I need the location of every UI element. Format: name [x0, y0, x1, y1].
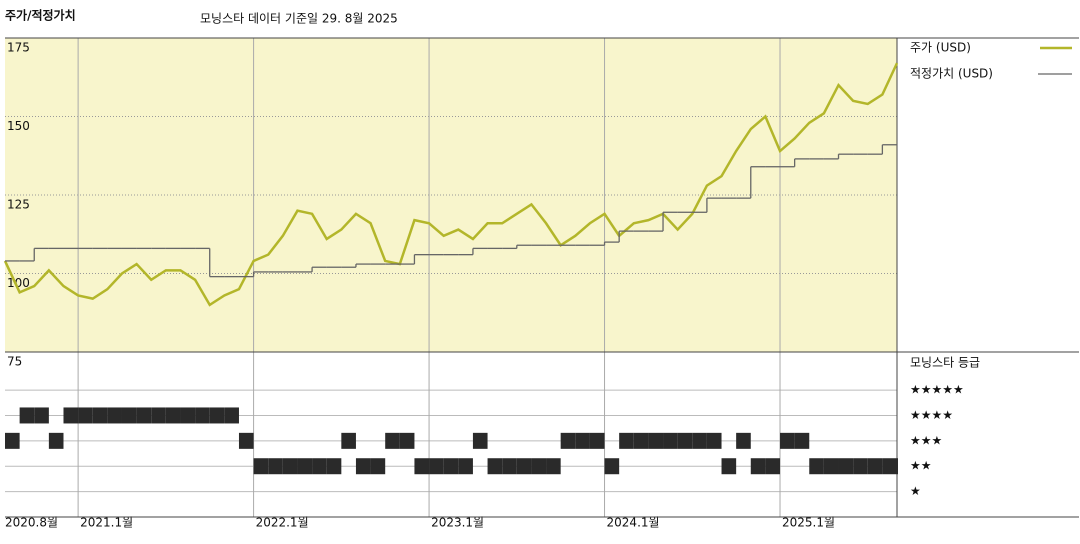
rating-bar [897, 458, 898, 475]
x-tick-label: 2020.8월 [5, 516, 58, 530]
rating-bar [780, 432, 795, 449]
rating-bar [180, 407, 196, 424]
rating-bar [838, 458, 854, 475]
rating-bar [370, 458, 386, 475]
rating-bar [560, 432, 576, 449]
y2-tick-label: ★★★★★ [910, 383, 964, 397]
rating-bar [736, 432, 751, 449]
rating-bar [312, 458, 327, 475]
rating-bar [78, 407, 93, 424]
y-tick-label: 75 [7, 355, 22, 369]
price-line [3, 62, 899, 307]
rating-bar [750, 458, 766, 475]
rating-bar [458, 458, 473, 475]
rating-bar [472, 432, 488, 449]
rating-bar [648, 432, 664, 449]
rating-bar [136, 407, 152, 424]
rating-bar [224, 407, 239, 424]
y2-tick-label: ★ [910, 484, 921, 498]
rating-bar [165, 407, 181, 424]
rating-bar [692, 432, 707, 449]
rating-bar [794, 432, 810, 449]
rating-bar [151, 407, 166, 424]
y-tick-label: 125 [7, 198, 30, 212]
rating-bar [399, 432, 415, 449]
x-tick-label: 2024.1월 [607, 516, 660, 530]
rating-bar [633, 432, 649, 449]
rating-bar [326, 458, 342, 475]
x-tick-label: 2023.1월 [431, 516, 484, 530]
rating-bar [195, 407, 210, 424]
rating-bar [619, 432, 634, 449]
rating-bar [853, 458, 868, 475]
rating-bar [414, 458, 430, 475]
rating-bar [706, 432, 722, 449]
rating-bar [48, 432, 64, 449]
rating-bar [882, 458, 897, 475]
y2-tick-label: ★★★ [910, 433, 942, 447]
chart-subtitle: 모닝스타 데이터 기준일 29. 8월 2025 [200, 12, 398, 26]
y-tick-label: 175 [7, 41, 30, 55]
x-tick-label: 2022.1월 [256, 516, 309, 530]
rating-bar [238, 432, 254, 449]
rating-bar [282, 458, 298, 475]
rating-bar [546, 458, 561, 475]
rating-bar [341, 432, 356, 449]
rating-bar [297, 458, 313, 475]
rating-bar [268, 458, 283, 475]
rating-bar [589, 432, 605, 449]
rating-bar [107, 407, 122, 424]
rating-bar [355, 458, 371, 475]
y-tick-label: 150 [7, 119, 30, 133]
rating-bar [516, 458, 532, 475]
rating-bar [19, 407, 35, 424]
rating-bar [385, 432, 400, 449]
rating-bar [502, 458, 517, 475]
rating-bar [604, 458, 620, 475]
legend-label: 적정가치 (USD) [910, 67, 993, 81]
rating-bar [92, 407, 108, 424]
x-tick-label: 2021.1월 [80, 516, 133, 530]
rating-bar [823, 458, 839, 475]
y2-tick-label: ★★ [910, 459, 932, 473]
rating-bar [253, 458, 269, 475]
rating-bar [765, 458, 781, 475]
rating-bar [809, 458, 824, 475]
y2-tick-label: ★★★★ [910, 408, 953, 422]
plot-background [5, 38, 897, 352]
rating-bar [34, 407, 49, 424]
rating-bar [63, 407, 79, 424]
x-tick-label: 2025.1월 [782, 516, 835, 530]
rating-bar [677, 432, 693, 449]
rating-bar [5, 432, 20, 449]
rating-bar [867, 458, 883, 475]
rating-bar [575, 432, 590, 449]
rating-bar [663, 432, 678, 449]
rating-title: 모닝스타 등급 [910, 356, 980, 370]
legend-label: 주가 (USD) [910, 41, 971, 55]
rating-bar [429, 458, 444, 475]
rating-bar [443, 458, 459, 475]
rating-bar [121, 407, 137, 424]
rating-bar [531, 458, 547, 475]
rating-bar [209, 407, 225, 424]
rating-bar [721, 458, 737, 475]
chart-title: 주가/적정가치 [5, 8, 76, 23]
rating-bar [487, 458, 503, 475]
